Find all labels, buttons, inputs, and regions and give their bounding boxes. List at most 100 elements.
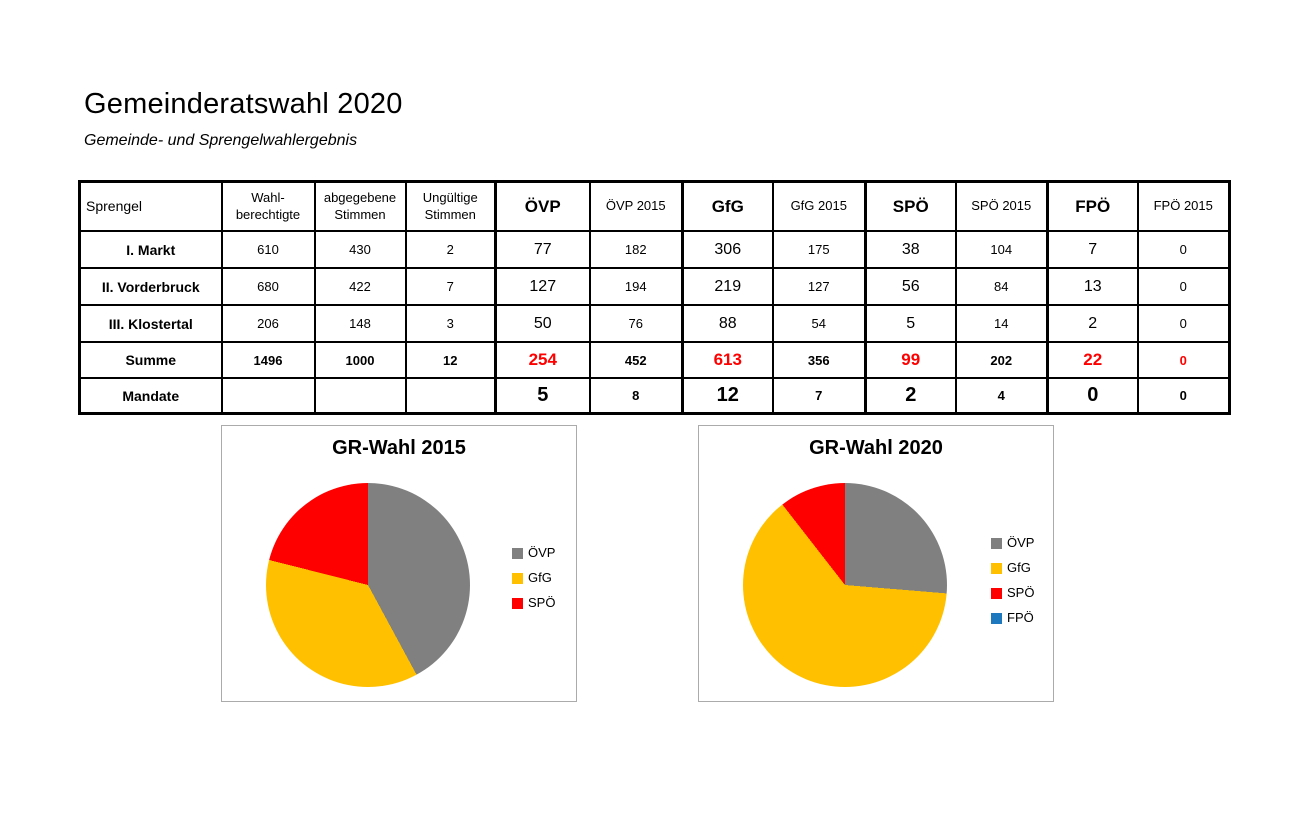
table-cell — [220, 377, 316, 415]
table-cell: 77 — [494, 230, 591, 269]
legend-item: ÖVP — [512, 545, 555, 561]
table-cell: III. Klostertal — [78, 304, 223, 343]
table-cell: 76 — [588, 304, 684, 343]
legend-2015: ÖVP GfG SPÖ — [512, 545, 555, 611]
legend-item: SPÖ — [991, 585, 1034, 601]
table-header-row: Sprengel Wahl- berechtigte abgegebene Stim… — [78, 180, 1231, 232]
legend-swatch-icon — [991, 562, 1002, 574]
chart-title: GR-Wahl 2015 — [332, 437, 466, 459]
page-title: Gemeinderatswahl 2020 — [84, 88, 403, 120]
table-cell: 5 — [494, 377, 591, 415]
table-row: Summe 1496 1000 12 254 452 613 356 99 202 22 0 — [78, 341, 1231, 379]
table-cell: 14 — [954, 304, 1049, 343]
table-cell — [404, 377, 497, 415]
legend-item: GfG — [512, 570, 555, 586]
table-cell: 0 — [1046, 377, 1139, 415]
table-cell: 680 — [220, 267, 316, 306]
legend-swatch-icon — [991, 612, 1002, 624]
chart-title: GR-Wahl 2020 — [809, 437, 943, 459]
table-cell: 12 — [681, 377, 774, 415]
table-cell: 2 — [1046, 304, 1139, 343]
table-cell: 0 — [1136, 304, 1231, 343]
table-row: II. Vorderbruck 680 422 7 127 194 219 127 56 84 13… — [78, 267, 1231, 306]
pie-chart-2020: GR-Wahl 2020 ÖVP GfG SPÖ FPÖ — [698, 425, 1054, 702]
table-cell: 127 — [494, 267, 591, 306]
table-cell: 610 — [220, 230, 316, 269]
table-cell: 175 — [771, 230, 867, 269]
table-cell: 5 — [864, 304, 957, 343]
pie-2020 — [743, 483, 947, 687]
table-header-cell: Wahl- berechtigte — [220, 180, 316, 232]
table-cell: 194 — [588, 267, 684, 306]
table-cell: 422 — [313, 267, 407, 306]
table-cell: 306 — [681, 230, 774, 269]
table-cell: 2 — [864, 377, 957, 415]
table-row: I. Markt 610 430 2 77 182 306 175 38 104 7 0 — [78, 230, 1231, 269]
table-cell: 12 — [404, 341, 497, 379]
table-cell: 4 — [954, 377, 1049, 415]
table-cell: Mandate — [78, 377, 223, 415]
legend-swatch-icon — [512, 572, 523, 584]
table-cell: 88 — [681, 304, 774, 343]
table-cell: 202 — [954, 341, 1049, 379]
table-cell: 356 — [771, 341, 867, 379]
table-header-cell: ÖVP 2015 — [588, 180, 684, 232]
table-cell: 613 — [681, 341, 774, 379]
table-row: III. Klostertal 206 148 3 50 76 88 54 5 14 2 0 — [78, 304, 1231, 343]
table-header-cell: Ungültige Stimmen — [404, 180, 497, 232]
table-cell: 0 — [1136, 341, 1231, 379]
legend-label: ÖVP — [528, 545, 556, 560]
legend-swatch-icon — [991, 537, 1002, 549]
pie-2015 — [266, 483, 470, 687]
table-cell: 430 — [313, 230, 407, 269]
table-cell: 2 — [404, 230, 497, 269]
table-cell: 8 — [588, 377, 684, 415]
legend-swatch-icon — [991, 587, 1002, 599]
table-cell: 182 — [588, 230, 684, 269]
table-cell: 206 — [220, 304, 316, 343]
table-cell: 7 — [1046, 230, 1139, 269]
table-cell: 50 — [494, 304, 591, 343]
table-cell: 38 — [864, 230, 957, 269]
table-cell: I. Markt — [78, 230, 223, 269]
legend-item: SPÖ — [512, 595, 555, 611]
table-header-cell: FPÖ — [1046, 180, 1139, 232]
table-cell: 0 — [1136, 267, 1231, 306]
table-cell: 1000 — [313, 341, 407, 379]
table-row: Mandate 5 8 12 7 2 4 0 0 — [78, 377, 1231, 415]
table-cell: 104 — [954, 230, 1049, 269]
legend-swatch-icon — [512, 547, 523, 559]
table-header-cell: Sprengel — [78, 180, 223, 232]
table-header-cell: GfG — [681, 180, 774, 232]
table-cell: 7 — [404, 267, 497, 306]
table-cell: 452 — [588, 341, 684, 379]
legend-label: GfG — [528, 570, 552, 585]
table-cell: 7 — [771, 377, 867, 415]
table-cell: 1496 — [220, 341, 316, 379]
table-header-cell: SPÖ 2015 — [954, 180, 1049, 232]
table-cell: 219 — [681, 267, 774, 306]
table-cell: 22 — [1046, 341, 1139, 379]
legend-label: ÖVP — [1007, 535, 1035, 550]
table-cell: 127 — [771, 267, 867, 306]
legend-item: ÖVP — [991, 535, 1034, 551]
table-cell: 99 — [864, 341, 957, 379]
results-table: Sprengel Wahl- berechtigte abgegebene Stim… — [78, 180, 1231, 415]
table-cell: 0 — [1136, 377, 1231, 415]
legend-swatch-icon — [512, 597, 523, 609]
table-cell: 13 — [1046, 267, 1139, 306]
table-cell: 254 — [494, 341, 591, 379]
table-header-cell: SPÖ — [864, 180, 957, 232]
legend-label: GfG — [1007, 560, 1031, 575]
table-header-cell: GfG 2015 — [771, 180, 867, 232]
legend-label: FPÖ — [1007, 610, 1034, 625]
table-cell: II. Vorderbruck — [78, 267, 223, 306]
page-subtitle: Gemeinde- und Sprengelwahlergebnis — [84, 132, 358, 149]
legend-2020: ÖVP GfG SPÖ FPÖ — [991, 535, 1034, 626]
table-cell: 54 — [771, 304, 867, 343]
table-cell: Summe — [78, 341, 223, 379]
legend-label: SPÖ — [1007, 585, 1035, 600]
legend-label: SPÖ — [528, 595, 556, 610]
table-header-cell: abgegebene Stimmen — [313, 180, 407, 232]
table-cell: 148 — [313, 304, 407, 343]
